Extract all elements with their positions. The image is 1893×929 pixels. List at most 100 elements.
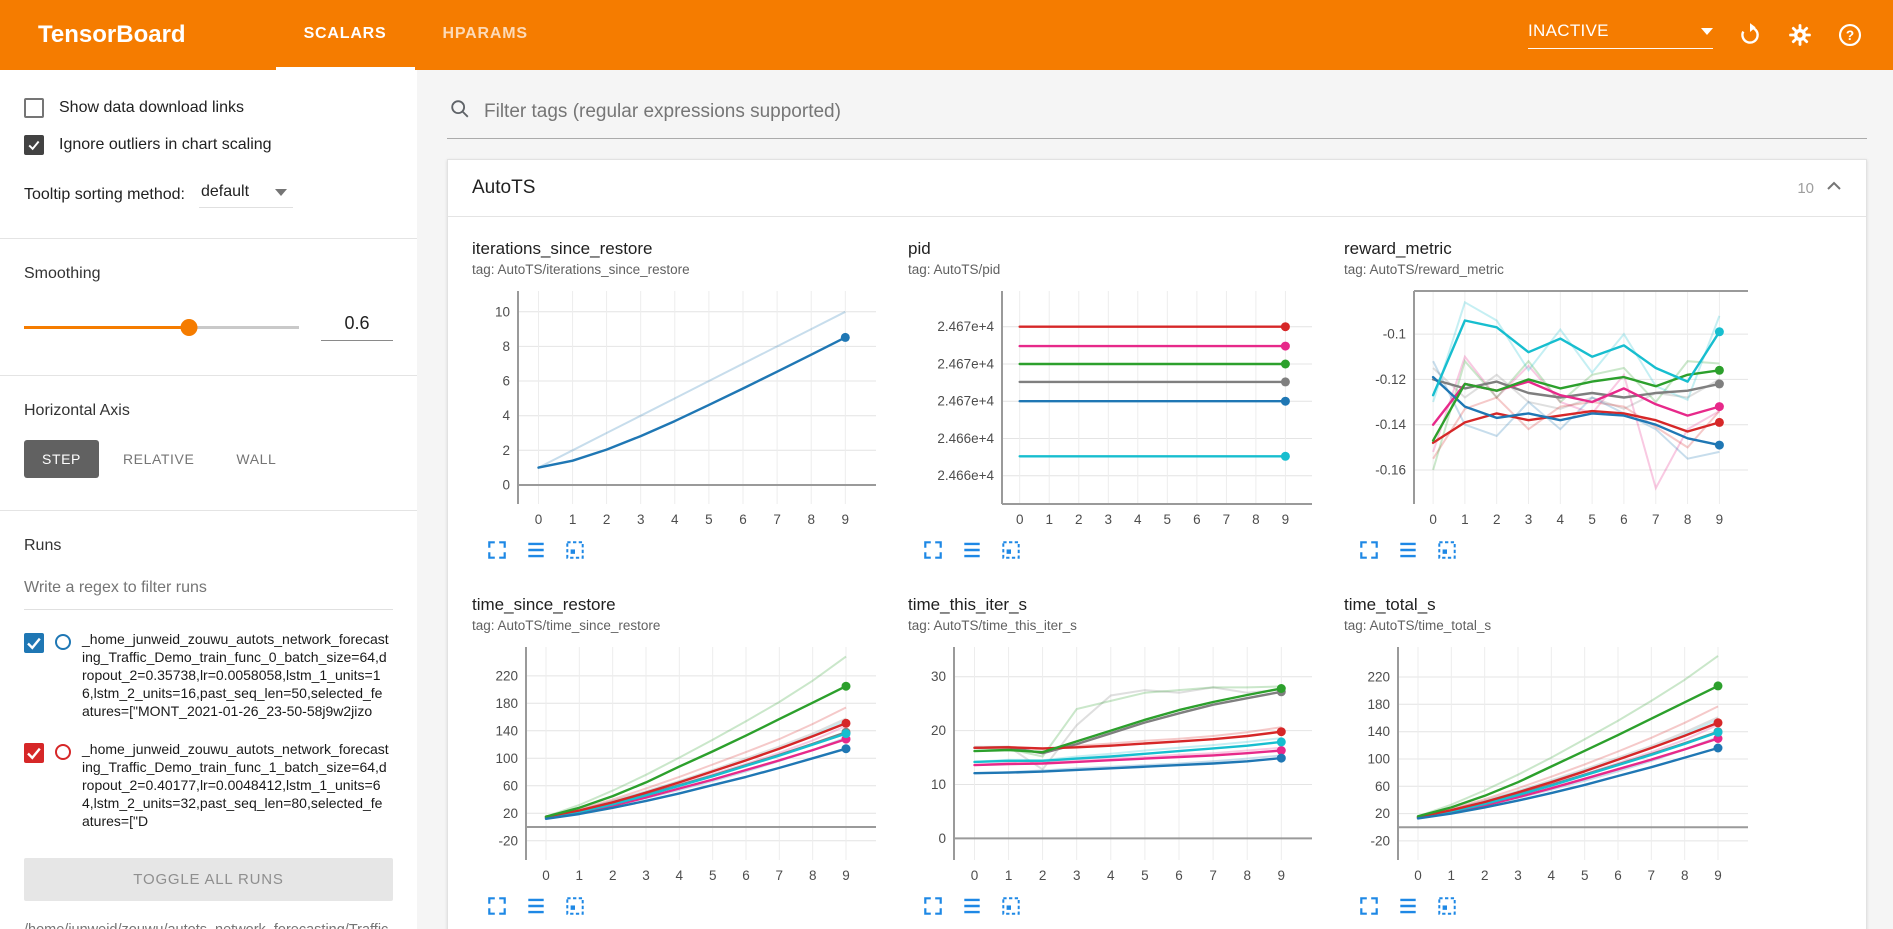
collapse-section-icon[interactable] [1822, 174, 1846, 203]
refresh-icon[interactable] [1737, 22, 1763, 48]
log-scale-icon[interactable] [961, 539, 983, 561]
svg-text:8: 8 [1243, 868, 1251, 883]
svg-text:180: 180 [1367, 697, 1390, 712]
chart-actions [472, 539, 892, 561]
chart-tag: tag: AutoTS/iterations_since_restore [472, 262, 690, 277]
svg-text:220: 220 [495, 668, 518, 683]
svg-text:5: 5 [1581, 868, 1589, 883]
header-controls: INACTIVE ? [1528, 0, 1893, 70]
log-scale-icon[interactable] [525, 895, 547, 917]
fit-domain-icon[interactable] [1000, 539, 1022, 561]
expand-chart-icon[interactable] [1358, 895, 1380, 917]
svg-text:3: 3 [637, 512, 645, 527]
smoothing-slider[interactable] [24, 318, 299, 336]
chevron-down-icon [1701, 27, 1713, 35]
svg-text:1: 1 [1005, 868, 1013, 883]
chart-actions [1344, 539, 1764, 561]
run-checkbox[interactable] [24, 633, 44, 653]
run-checkbox[interactable] [24, 743, 44, 763]
ignore-outliers-row[interactable]: Ignore outliers in chart scaling [24, 135, 393, 155]
run-radio[interactable] [55, 634, 71, 650]
line-chart[interactable]: 220 180 140 100 60 20 -20 0 1 2 3 4 5 6 7 8 9 [1344, 637, 1764, 890]
fit-domain-icon[interactable] [1436, 895, 1458, 917]
expand-chart-icon[interactable] [486, 539, 508, 561]
axis-step-button[interactable]: STEP [24, 440, 99, 478]
axis-wall-button[interactable]: WALL [218, 440, 294, 478]
status-value: INACTIVE [1528, 21, 1609, 40]
fit-domain-icon[interactable] [1000, 895, 1022, 917]
svg-text:220: 220 [1367, 670, 1390, 685]
status-dropdown[interactable]: INACTIVE [1528, 21, 1713, 49]
axis-relative-button[interactable]: RELATIVE [105, 440, 212, 478]
log-scale-icon[interactable] [961, 895, 983, 917]
svg-text:6: 6 [739, 512, 747, 527]
svg-text:4: 4 [1134, 512, 1142, 527]
horizontal-axis-label: Horizontal Axis [24, 402, 130, 419]
chart-card-time-this-iter-s: time_this_iter_s tag: AutoTS/time_this_i… [908, 595, 1328, 917]
line-chart[interactable]: 30 20 10 0 0 1 2 3 4 5 6 7 8 9 [908, 637, 1328, 890]
svg-text:3: 3 [1073, 868, 1081, 883]
chart-tag: tag: AutoTS/time_this_iter_s [908, 618, 1077, 633]
svg-text:8: 8 [809, 868, 817, 883]
log-scale-icon[interactable] [1397, 539, 1419, 561]
tooltip-sorting-dropdown[interactable]: default [198, 181, 294, 208]
expand-chart-icon[interactable] [1358, 539, 1380, 561]
expand-chart-icon[interactable] [486, 895, 508, 917]
run-name: _home_junweid_zouwu_autots_network_forec… [82, 631, 389, 719]
chart-title: time_total_s [1344, 595, 1436, 614]
line-chart[interactable]: 220 180 140 100 60 20 -20 0 1 2 3 4 5 6 7 8 9 [472, 637, 892, 890]
svg-text:180: 180 [495, 696, 518, 711]
show-download-links-row[interactable]: Show data download links [24, 98, 393, 118]
svg-text:3: 3 [1525, 512, 1533, 527]
tooltip-sorting-row: Tooltip sorting method: default [24, 181, 393, 208]
gear-icon[interactable] [1787, 22, 1813, 48]
svg-text:140: 140 [495, 723, 518, 738]
main-content: AutoTS 10 iterations_since_restore tag: … [417, 70, 1893, 929]
svg-text:2.467e+4: 2.467e+4 [937, 394, 994, 409]
tab-hparams[interactable]: HPARAMS [442, 24, 528, 42]
run-radio[interactable] [55, 744, 71, 760]
svg-text:0: 0 [1414, 868, 1422, 883]
line-chart[interactable]: -0.1 -0.12 -0.14 -0.16 0 1 2 3 4 5 6 7 8 9 [1344, 281, 1764, 534]
run-item[interactable]: _home_junweid_zouwu_autots_network_forec… [24, 740, 393, 830]
show-download-links-label: Show data download links [59, 99, 245, 116]
svg-text:8: 8 [807, 512, 815, 527]
divider [0, 510, 417, 511]
tag-filter-input[interactable] [484, 100, 1863, 123]
autots-section-card: AutoTS 10 iterations_since_restore tag: … [447, 159, 1867, 929]
run-item[interactable]: _home_junweid_zouwu_autots_network_forec… [24, 630, 393, 720]
ignore-outliers-checkbox[interactable] [24, 135, 44, 155]
fit-domain-icon[interactable] [564, 895, 586, 917]
chart-card-pid: pid tag: AutoTS/pid 2.467e+4 2.467e+4 2.46… [908, 239, 1328, 561]
smoothing-slider-knob[interactable] [180, 318, 198, 336]
charts-grid: iterations_since_restore tag: AutoTS/ite… [448, 217, 1866, 929]
svg-text:0: 0 [1016, 512, 1024, 527]
fit-domain-icon[interactable] [564, 539, 586, 561]
chart-actions [1344, 895, 1764, 917]
expand-chart-icon[interactable] [922, 539, 944, 561]
section-header[interactable]: AutoTS 10 [448, 160, 1866, 216]
smoothing-value[interactable]: 0.6 [321, 313, 393, 341]
chart-card-reward-metric: reward_metric tag: AutoTS/reward_metric … [1344, 239, 1764, 561]
runs-filter-input[interactable] [24, 575, 393, 610]
log-scale-icon[interactable] [1397, 895, 1419, 917]
svg-text:20: 20 [1375, 806, 1390, 821]
smoothing-label: Smoothing [24, 265, 101, 282]
fit-domain-icon[interactable] [1436, 539, 1458, 561]
tag-filter-row [447, 70, 1867, 139]
toggle-all-runs-button[interactable]: TOGGLE ALL RUNS [24, 858, 393, 901]
tab-scalars[interactable]: SCALARS [275, 0, 415, 70]
svg-text:4: 4 [502, 408, 510, 423]
expand-chart-icon[interactable] [922, 895, 944, 917]
line-chart[interactable]: 2.467e+4 2.467e+4 2.467e+4 2.466e+4 2.466e+4… [908, 281, 1328, 534]
svg-text:3: 3 [642, 868, 650, 883]
help-icon[interactable]: ? [1837, 22, 1863, 48]
show-download-links-checkbox[interactable] [24, 98, 44, 118]
svg-text:7: 7 [776, 868, 784, 883]
log-scale-icon[interactable] [525, 539, 547, 561]
chart-actions [908, 895, 1328, 917]
line-chart[interactable]: 0 2 4 6 8 10 0 1 2 3 4 5 6 7 8 9 [472, 281, 892, 534]
smoothing-row: 0.6 [24, 313, 393, 341]
svg-text:6: 6 [1175, 868, 1183, 883]
chart-title: reward_metric [1344, 239, 1452, 258]
